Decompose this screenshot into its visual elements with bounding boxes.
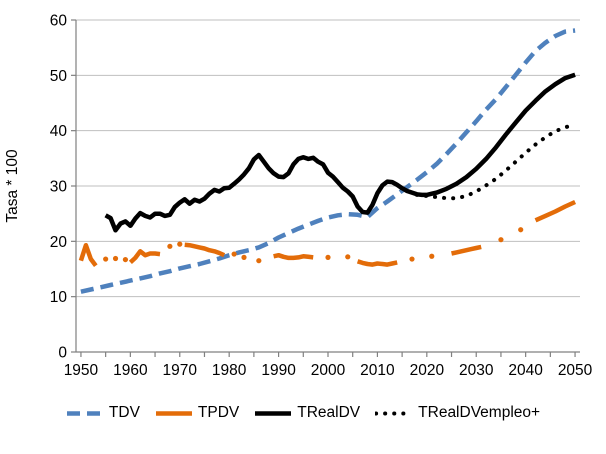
legend-item-tdv: TDV: [66, 404, 140, 422]
svg-text:2010: 2010: [360, 362, 395, 379]
legend-label-tpdv: TPDV: [197, 404, 240, 421]
svg-text:10: 10: [50, 289, 68, 306]
svg-text:2000: 2000: [311, 362, 346, 379]
tpdv-line-swatch: [155, 410, 192, 416]
svg-text:2030: 2030: [459, 362, 494, 379]
legend-item-trealdv: TRealDV: [254, 404, 360, 422]
svg-text:0: 0: [58, 345, 67, 362]
svg-text:20: 20: [50, 234, 68, 251]
svg-text:1980: 1980: [212, 362, 247, 379]
svg-text:1970: 1970: [163, 362, 198, 379]
svg-text:30: 30: [50, 179, 68, 196]
svg-text:1950: 1950: [64, 362, 99, 379]
tdv-line-swatch: [66, 410, 103, 416]
legend-label-trealdvempleo: TRealDVempleo+: [418, 404, 541, 421]
svg-text:1960: 1960: [113, 362, 148, 379]
trealdvempleo-line-swatch: [375, 411, 414, 415]
svg-text:40: 40: [50, 123, 68, 140]
trealdv-line-swatch: [255, 410, 292, 416]
svg-text:60: 60: [50, 13, 68, 30]
svg-text:2020: 2020: [410, 362, 445, 379]
chart-legend: TDV TPDV TRealDV TRealDVempleo+: [0, 404, 606, 422]
svg-text:50: 50: [50, 68, 68, 85]
legend-label-tdv: TDV: [108, 404, 140, 421]
svg-text:2040: 2040: [508, 362, 543, 379]
svg-text:1990: 1990: [261, 362, 296, 379]
legend-label-trealdv: TRealDV: [297, 404, 361, 421]
legend-item-trealdvempleo: TRealDVempleo+: [375, 404, 540, 422]
svg-text:Tasa * 100: Tasa * 100: [4, 149, 21, 223]
legend-item-tpdv: TPDV: [155, 404, 239, 422]
svg-text:2050: 2050: [558, 362, 593, 379]
